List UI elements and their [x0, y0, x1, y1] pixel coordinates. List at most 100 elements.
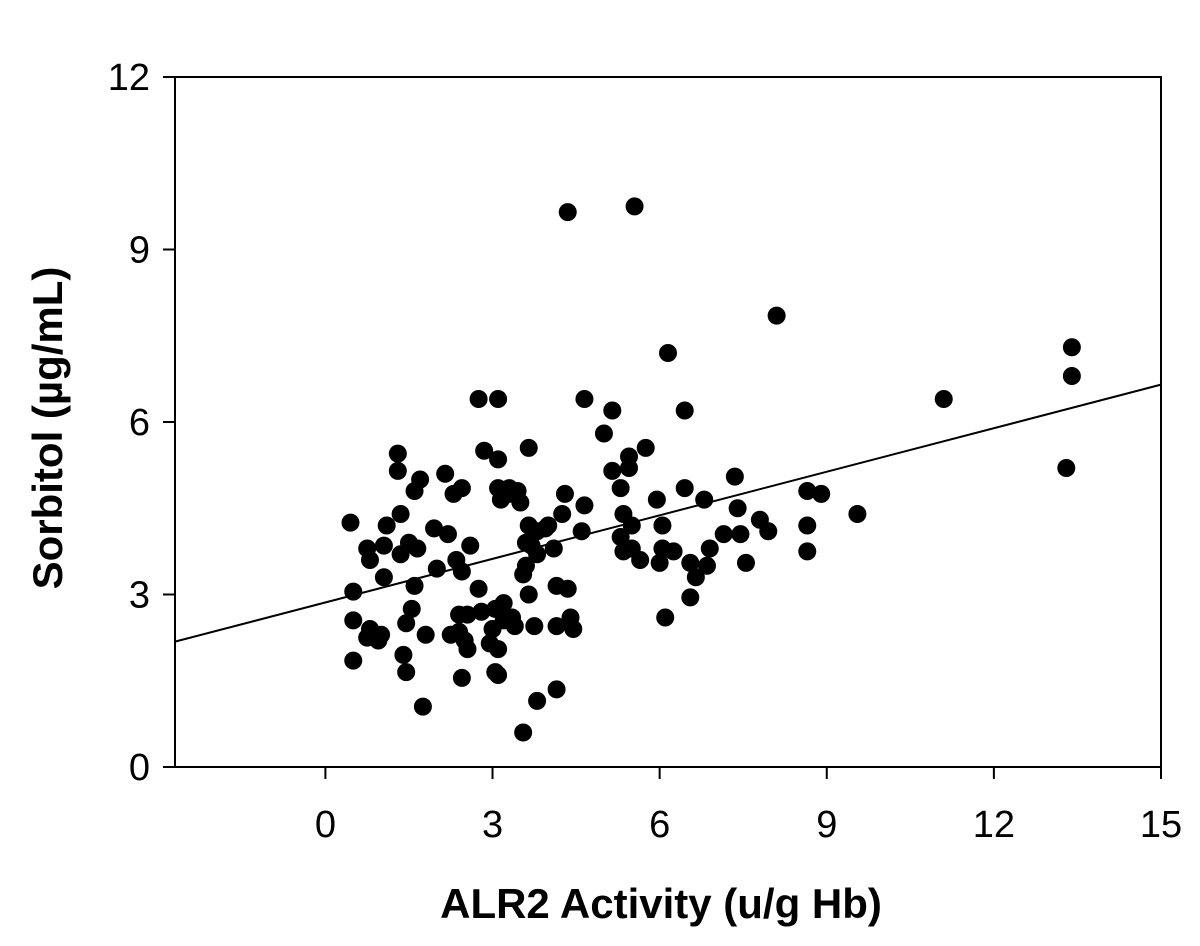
data-point-1	[344, 582, 363, 601]
data-point-45	[469, 579, 488, 598]
data-point-42	[458, 640, 477, 659]
x-axis-title: ALR2 Activity (u/g Hb)	[440, 880, 882, 927]
data-point-21	[402, 599, 421, 618]
data-point-39	[452, 668, 471, 687]
data-point-44	[469, 390, 488, 408]
plot-frame	[174, 76, 1162, 768]
data-point-102	[622, 516, 641, 535]
y-axis-title: Sorbitol (µg/mL)	[24, 267, 71, 590]
data-points	[341, 197, 1081, 742]
data-point-67	[514, 723, 533, 742]
x-tick-label-3: 9	[816, 804, 837, 846]
data-point-124	[728, 499, 747, 518]
data-point-105	[631, 551, 650, 569]
data-point-108	[650, 553, 669, 572]
data-point-94	[603, 401, 622, 420]
data-point-55	[489, 640, 508, 659]
data-point-122	[714, 525, 733, 544]
axis-ticks	[163, 76, 1162, 779]
data-point-121	[700, 539, 719, 558]
data-point-11	[374, 568, 393, 587]
data-point-83	[547, 680, 566, 699]
data-point-97	[611, 528, 630, 546]
y-tick-label-3: 9	[129, 230, 150, 272]
data-point-90	[572, 522, 591, 541]
y-tick-label-0: 0	[129, 747, 150, 789]
data-point-56	[489, 666, 508, 684]
data-point-114	[675, 401, 694, 420]
data-point-52	[489, 390, 508, 408]
data-point-112	[659, 344, 677, 362]
data-point-81	[547, 617, 566, 636]
data-point-123	[725, 467, 744, 486]
data-point-119	[695, 490, 714, 509]
regression-line	[174, 383, 1162, 643]
data-point-120	[697, 556, 716, 575]
data-point-53	[489, 450, 508, 469]
data-point-126	[736, 553, 755, 572]
data-point-28	[425, 519, 444, 538]
data-point-58	[494, 594, 513, 613]
data-point-101	[620, 459, 639, 477]
data-point-0	[341, 513, 360, 532]
data-point-24	[408, 539, 427, 558]
data-point-86	[558, 579, 577, 598]
data-point-10	[374, 536, 393, 555]
data-point-80	[544, 539, 563, 558]
data-point-69	[516, 556, 535, 575]
data-point-77	[528, 691, 547, 710]
data-point-129	[767, 306, 786, 325]
data-point-92	[575, 390, 594, 408]
data-point-111	[656, 608, 675, 627]
data-point-15	[391, 505, 410, 523]
data-point-138	[1062, 367, 1081, 385]
data-point-43	[461, 536, 480, 555]
x-tick-label-1: 3	[482, 804, 503, 846]
data-point-74	[525, 617, 544, 636]
data-point-136	[1057, 459, 1076, 477]
data-point-113	[664, 542, 683, 561]
data-point-107	[647, 490, 666, 509]
data-point-118	[686, 568, 705, 587]
data-point-93	[594, 424, 613, 443]
data-point-30	[436, 464, 455, 483]
data-point-37	[452, 479, 471, 498]
y-tick-label-4: 12	[108, 57, 150, 99]
y-tick-label-2: 6	[129, 402, 150, 444]
data-point-29	[427, 559, 446, 578]
data-point-14	[388, 461, 407, 480]
data-point-132	[798, 542, 817, 561]
data-point-27	[416, 625, 435, 644]
data-point-17	[394, 645, 413, 664]
data-point-47	[475, 441, 494, 460]
data-point-85	[555, 484, 574, 503]
data-point-91	[575, 496, 594, 515]
data-point-38	[452, 562, 471, 581]
data-point-134	[848, 505, 867, 523]
x-tick-label-4: 12	[973, 804, 1015, 846]
y-tick-label-1: 3	[129, 575, 150, 617]
data-point-76	[528, 545, 547, 564]
data-point-96	[611, 479, 630, 498]
data-point-65	[511, 493, 530, 512]
data-point-104	[625, 197, 644, 216]
data-point-84	[553, 505, 572, 523]
data-point-137	[1062, 338, 1081, 357]
data-point-131	[798, 516, 817, 535]
data-point-5	[360, 551, 379, 569]
data-point-23	[405, 576, 424, 595]
data-point-135	[934, 390, 953, 408]
data-point-3	[344, 651, 363, 670]
data-point-72	[519, 585, 538, 604]
data-point-19	[397, 614, 416, 633]
data-point-25	[411, 470, 430, 489]
tick-labels: 0 3 6 9 12 15 0 3 6 9 12	[108, 57, 1182, 846]
data-point-128	[759, 522, 778, 541]
data-point-110	[653, 516, 672, 535]
data-point-31	[438, 525, 457, 544]
data-point-46	[472, 602, 491, 621]
data-point-2	[344, 611, 363, 630]
data-point-18	[397, 663, 416, 682]
data-point-125	[731, 525, 750, 544]
